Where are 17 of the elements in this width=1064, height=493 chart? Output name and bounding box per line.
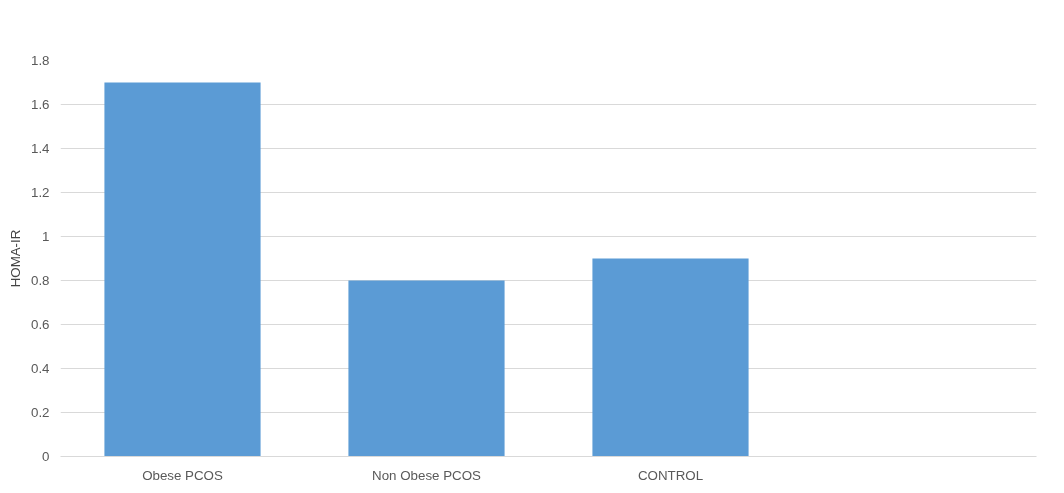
y-tick-label: 0.8	[30, 273, 50, 288]
y-tick-label: 1.2	[30, 185, 50, 200]
y-tick-label: 0.6	[30, 317, 50, 332]
y-tick-label: 0.2	[30, 405, 50, 420]
y-tick-label: 1.6	[30, 97, 50, 112]
x-tick-label: CONTROL	[637, 467, 704, 483]
bar	[104, 82, 261, 457]
y-tick-label: 1.8	[30, 53, 50, 68]
bar	[348, 280, 505, 457]
y-tick-label: 1.4	[30, 141, 51, 156]
x-tick-label: Obese PCOS	[142, 467, 223, 483]
y-tick-label: 1	[42, 229, 50, 244]
y-tick-label: 0	[42, 449, 50, 464]
x-tick-label: Non Obese PCOS	[372, 467, 482, 483]
y-tick-label: 0.4	[30, 361, 51, 376]
bar	[592, 258, 749, 457]
y-axis-title: HOMA-IR	[7, 229, 23, 288]
